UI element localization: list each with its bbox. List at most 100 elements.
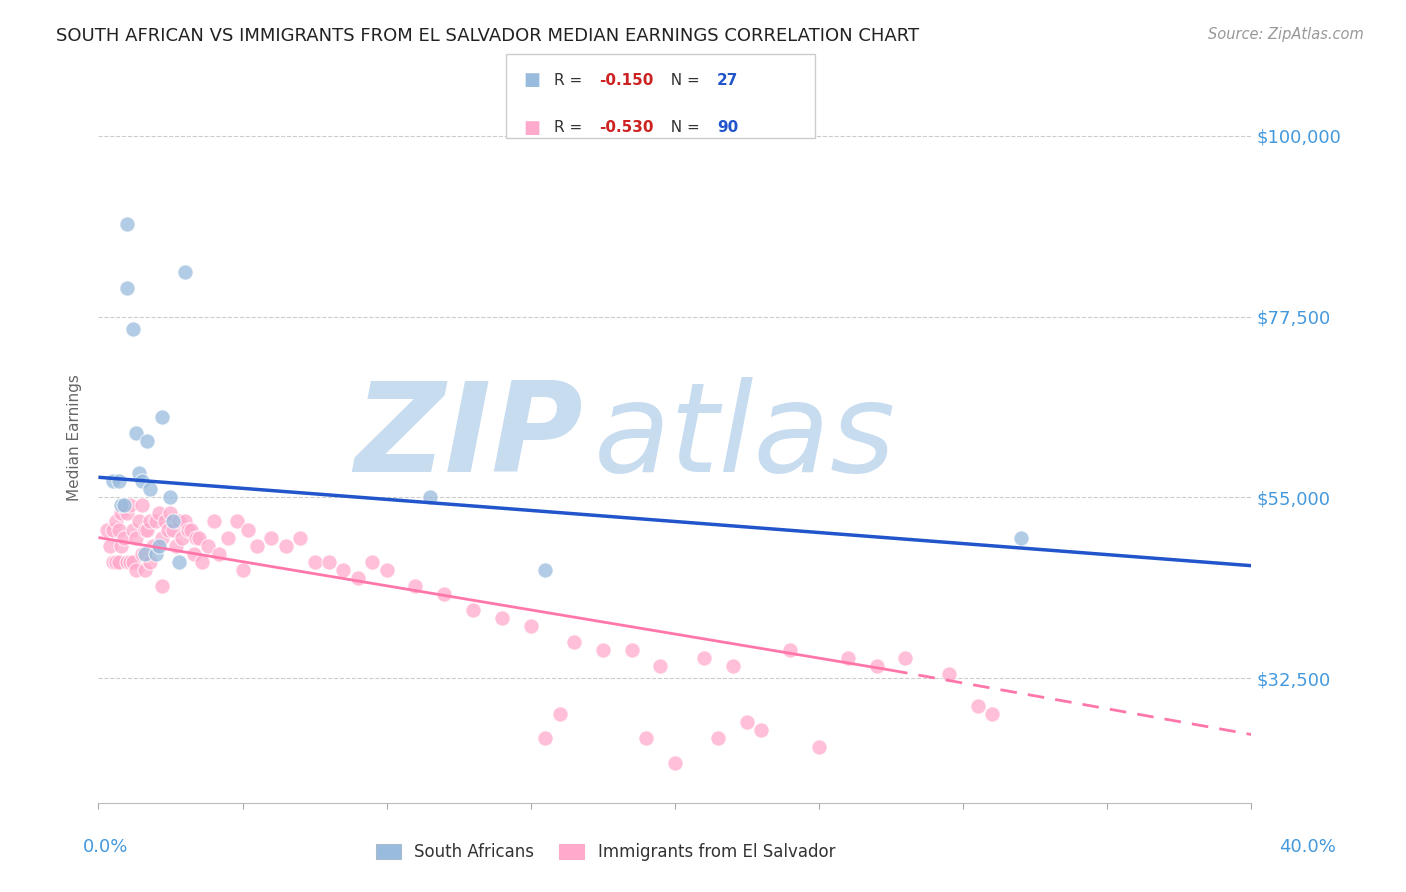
Point (837, 651, 859, 665)
Point (592, 643, 614, 657)
Point (125, 425, 148, 440)
Point (225, 515, 247, 529)
Text: atlas: atlas (595, 376, 896, 498)
Point (346, 571, 368, 585)
Point (375, 563, 398, 577)
Text: N =: N = (661, 120, 704, 135)
Point (180, 523, 202, 537)
Point (693, 651, 716, 665)
Point (112, 499, 135, 513)
Point (361, 555, 384, 569)
Point (938, 667, 960, 681)
Point (162, 523, 184, 537)
Text: -0.530: -0.530 (599, 120, 654, 135)
Point (145, 547, 167, 561)
Point (148, 507, 170, 521)
Point (1010, 531, 1032, 545)
Point (117, 507, 139, 521)
Point (304, 555, 326, 569)
Text: ■: ■ (523, 71, 540, 89)
Text: ■: ■ (523, 119, 540, 136)
Point (142, 539, 165, 553)
Point (231, 563, 254, 577)
Point (534, 563, 557, 577)
Point (117, 217, 139, 231)
Text: SOUTH AFRICAN VS IMMIGRANTS FROM EL SALVADOR MEDIAN EARNINGS CORRELATION CHART: SOUTH AFRICAN VS IMMIGRANTS FROM EL SALV… (56, 27, 920, 45)
Point (125, 563, 148, 577)
Point (246, 539, 269, 553)
Point (110, 499, 132, 513)
Point (159, 507, 181, 521)
Point (866, 659, 889, 673)
Point (735, 715, 758, 730)
Point (159, 491, 181, 505)
Point (208, 547, 231, 561)
Point (107, 475, 129, 489)
Point (101, 555, 124, 569)
Point (122, 555, 145, 569)
Point (150, 409, 173, 424)
Point (548, 707, 571, 722)
Point (162, 515, 184, 529)
Point (197, 539, 219, 553)
Point (491, 611, 513, 625)
Point (186, 531, 208, 545)
Point (461, 603, 484, 617)
Point (136, 434, 159, 449)
Point (107, 523, 129, 537)
Point (104, 515, 127, 529)
Point (120, 499, 142, 513)
Point (177, 523, 200, 537)
Text: R =: R = (554, 120, 588, 135)
Point (779, 643, 801, 657)
Point (131, 499, 153, 513)
Point (419, 491, 441, 505)
Point (104, 555, 127, 569)
Point (318, 555, 340, 569)
Point (153, 515, 176, 529)
Legend: South Africans, Immigrants from El Salvador: South Africans, Immigrants from El Salva… (370, 837, 842, 868)
Point (134, 523, 156, 537)
Point (150, 579, 173, 593)
Point (96, 523, 118, 537)
Text: 90: 90 (717, 120, 738, 135)
Point (139, 555, 162, 569)
Point (101, 523, 124, 537)
Point (894, 651, 917, 665)
Point (620, 643, 643, 657)
Point (751, 723, 773, 738)
Point (405, 579, 427, 593)
Y-axis label: Median Earnings: Median Earnings (67, 374, 83, 500)
Point (112, 499, 135, 513)
Point (183, 547, 205, 561)
Point (165, 539, 187, 553)
Point (139, 515, 162, 529)
Text: 0.0%: 0.0% (83, 838, 128, 855)
Point (520, 619, 543, 633)
Point (120, 555, 142, 569)
Point (139, 483, 162, 497)
Point (217, 531, 239, 545)
Point (290, 531, 312, 545)
Point (433, 587, 456, 601)
Point (145, 515, 167, 529)
Text: 40.0%: 40.0% (1279, 838, 1336, 855)
Point (174, 515, 197, 529)
Point (202, 515, 225, 529)
Point (664, 756, 686, 770)
Text: ZIP: ZIP (354, 376, 582, 498)
Point (117, 281, 139, 295)
Point (134, 563, 156, 577)
Point (636, 731, 658, 746)
Text: 27: 27 (717, 73, 738, 87)
Point (707, 731, 730, 746)
Point (131, 475, 153, 489)
Text: R =: R = (554, 73, 588, 87)
Point (148, 539, 170, 553)
Point (966, 699, 988, 714)
Point (98, 539, 121, 553)
Point (112, 531, 135, 545)
Point (332, 563, 354, 577)
Point (260, 531, 283, 545)
Point (191, 555, 214, 569)
